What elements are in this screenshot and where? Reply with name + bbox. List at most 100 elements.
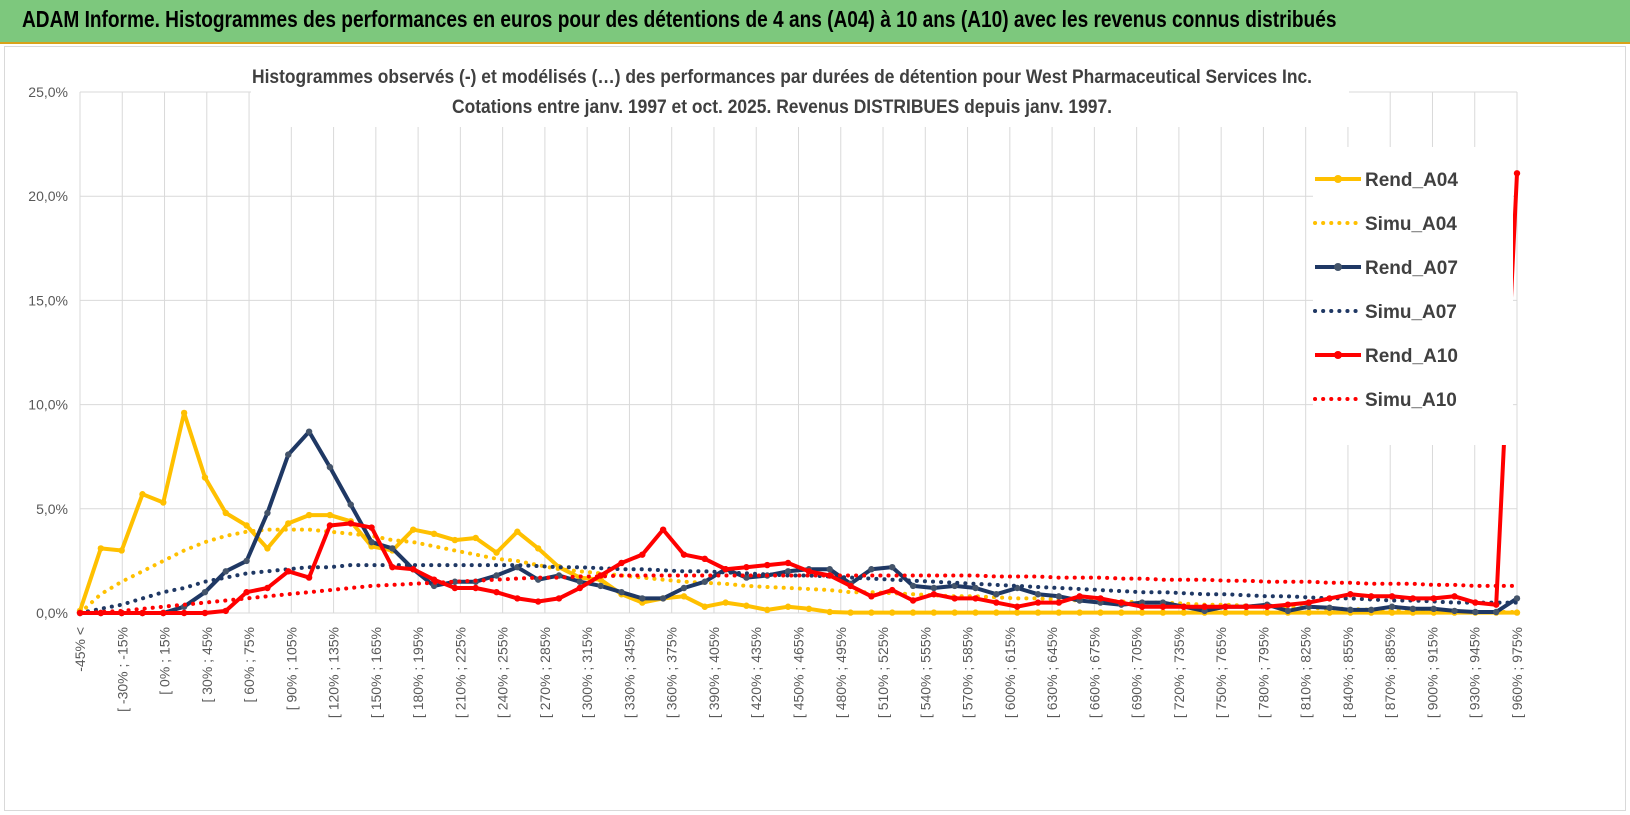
data-point [1513,609,1521,616]
data-point [784,568,792,575]
data-point [160,499,167,506]
x-tick-label: [ 270% ; 285% [537,627,553,718]
data-point [493,588,500,596]
data-point [1451,593,1458,600]
y-tick-label: 15,0% [28,292,68,308]
data-point [659,526,667,533]
data-point [1513,170,1521,177]
data-point [451,584,459,592]
data-point [451,536,459,544]
x-axis-ticks: -45% < [ -30% ; -15% [ 0% ; 15% [ 30% ; 45%… [72,627,1525,718]
x-tick-label: [ 600% ; 615% [1002,627,1018,718]
data-point [493,549,500,556]
x-tick-label: [ 480% ; 495% [833,627,849,718]
legend-marker-rend-a10 [1334,351,1342,359]
x-tick-label: [ 810% ; 825% [1298,627,1314,718]
series-line-rend-a04 [78,410,1517,615]
x-tick-label: [ 450% ; 465% [791,627,807,718]
data-point [368,524,375,531]
x-tick-label: [ 660% ; 675% [1086,627,1102,718]
x-tick-label: [ 360% ; 375% [664,627,680,718]
data-point [784,603,792,610]
data-point [1409,605,1417,613]
data-point [243,522,250,529]
data-point [618,559,625,567]
x-tick-label: [ 870% ; 885% [1382,627,1398,718]
x-tick-label: [ 840% ; 855% [1340,627,1356,718]
y-axis-ticks: 0,0% 5,0% 10,0% 15,0% 20,0% 25,0% [28,84,68,621]
data-point [389,545,396,552]
x-tick-label: [ 180% ; 195% [410,627,426,718]
data-point [909,609,917,616]
data-point [1076,593,1083,600]
data-point [201,588,209,596]
legend-label-simu-a04: Simu_A04 [1365,214,1457,235]
data-point [264,584,271,592]
data-point [1326,609,1333,616]
data-point [1076,609,1083,616]
data-point [1513,595,1521,602]
data-point [618,588,625,596]
data-point [1180,609,1187,616]
y-tick-label: 0,0% [36,605,68,621]
data-point [222,509,229,517]
data-point [1243,609,1250,616]
data-point [784,559,792,567]
data-point [951,595,958,602]
data-point [1013,603,1021,610]
series-markers-rend-a04 [76,409,1521,616]
legend-label-rend-a04: Rend_A04 [1365,170,1458,191]
data-point [1347,591,1354,598]
legend-background [1313,147,1513,445]
data-point [868,609,875,616]
data-point [305,574,313,581]
data-point [909,597,917,604]
data-point [1222,603,1229,610]
data-point [493,572,500,579]
data-point [201,609,209,617]
data-point [222,568,229,575]
data-point [222,607,229,615]
y-tick-label: 10,0% [28,397,68,413]
data-point [826,608,833,616]
data-point [1138,603,1146,610]
data-point [743,602,750,609]
data-point [451,578,459,585]
data-point [534,545,542,552]
data-point [1388,593,1396,600]
data-point [1159,603,1167,610]
legend-label-simu-a07: Simu_A07 [1365,302,1457,323]
x-tick-label: [ 120% ; 135% [326,627,342,718]
report-title: ADAM Informe. Histogrammes des performan… [22,6,1337,32]
data-point [285,520,292,527]
x-tick-label: [ 90% ; 105% [283,627,299,710]
data-point [868,566,875,573]
x-tick-label: [ 720% ; 735% [1171,627,1187,718]
data-point [1430,605,1437,613]
data-point [722,566,729,573]
x-tick-label: [ 330% ; 345% [621,627,637,718]
data-point [1368,593,1375,600]
data-point [1347,606,1354,614]
data-point [1034,599,1042,606]
x-tick-label: [ 0% ; 15% [157,627,173,695]
data-point [1263,603,1271,610]
data-point [1263,609,1271,616]
data-point [930,609,938,616]
data-point [1492,608,1500,616]
data-point [722,599,729,606]
data-point [805,605,813,613]
data-point [118,547,125,554]
data-point [180,409,188,417]
x-tick-label: [ 690% ; 705% [1129,627,1145,718]
legend-label-rend-a07: Rend_A07 [1365,258,1458,279]
data-point [264,509,271,517]
data-point [1305,599,1312,606]
data-point [326,511,334,519]
data-point [972,609,979,616]
y-tick-label: 20,0% [28,188,68,204]
data-point [1472,599,1479,606]
data-point [930,584,938,592]
data-point [1097,609,1104,616]
data-point [1055,599,1063,606]
